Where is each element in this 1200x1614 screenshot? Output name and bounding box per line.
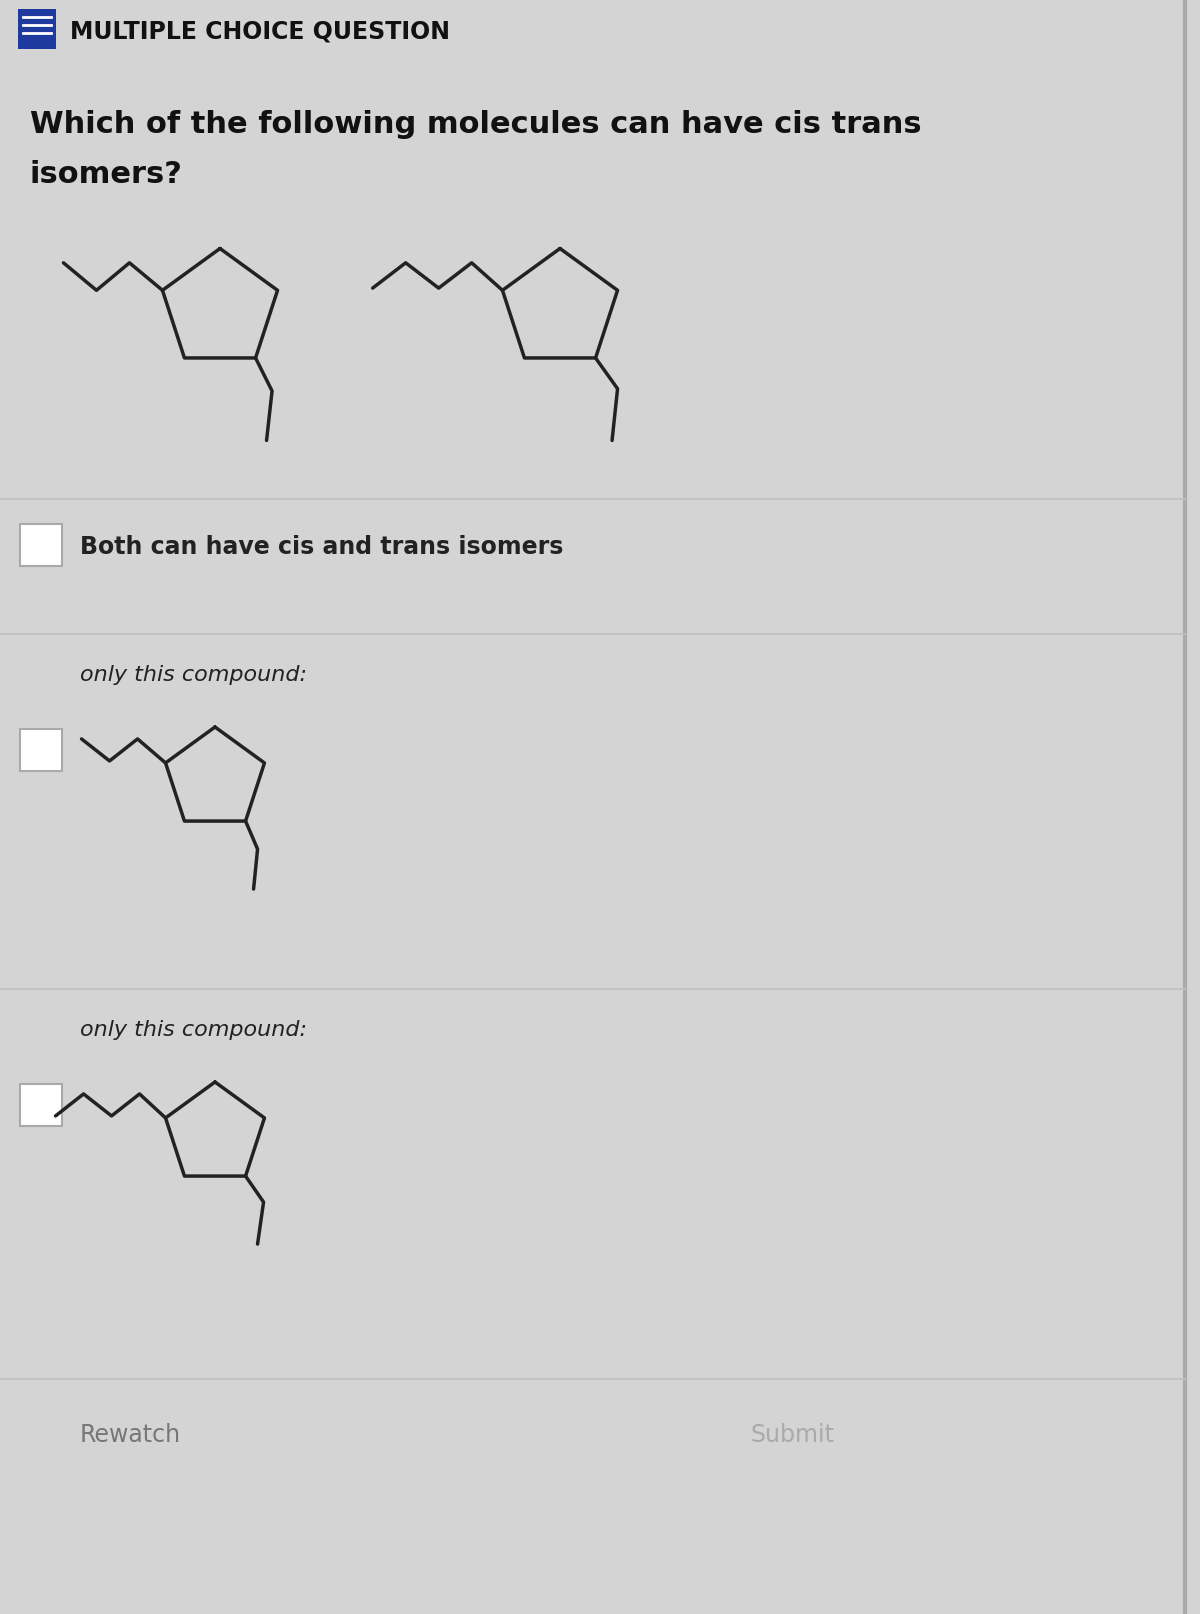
Text: only this compound:: only this compound: xyxy=(80,665,307,684)
Text: Which of the following molecules can have cis trans: Which of the following molecules can hav… xyxy=(30,110,922,139)
Bar xyxy=(0,0,1200,61)
Text: Both can have cis and trans isomers: Both can have cis and trans isomers xyxy=(80,534,563,558)
Bar xyxy=(18,10,56,50)
Bar xyxy=(20,730,62,771)
Text: Submit: Submit xyxy=(750,1422,834,1446)
Text: MULTIPLE CHOICE QUESTION: MULTIPLE CHOICE QUESTION xyxy=(70,19,450,44)
Text: isomers?: isomers? xyxy=(30,160,182,189)
Text: Rewatch: Rewatch xyxy=(80,1422,181,1446)
Bar xyxy=(20,1085,62,1127)
Text: only this compound:: only this compound: xyxy=(80,1020,307,1039)
Bar xyxy=(20,525,62,567)
